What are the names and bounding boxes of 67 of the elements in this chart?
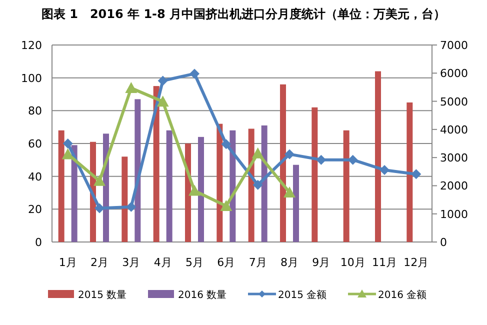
- x-tick-label: 11月: [372, 256, 397, 269]
- x-tick-label: 7月: [248, 256, 267, 269]
- y-tick-label: 120: [21, 39, 42, 52]
- x-tick-label: 4月: [154, 256, 172, 269]
- bar: [71, 145, 78, 242]
- point: [62, 138, 73, 148]
- point: [94, 203, 104, 214]
- x-tick-label: 6月: [217, 256, 236, 269]
- point: [252, 180, 263, 190]
- x-tick-label: 9月: [312, 256, 330, 269]
- y2-tick-label: 3000: [440, 152, 468, 165]
- point: [380, 164, 390, 175]
- bar: [58, 130, 64, 242]
- y2-tick-label: 0: [440, 236, 447, 249]
- x-tick-label: 5月: [186, 256, 204, 269]
- y2-tick-label: 1000: [440, 208, 468, 221]
- chart-title: 图表 1 2016 年 1-8 月中国挤出机进口分月度统计（单位：万美元，台）: [41, 7, 446, 21]
- bar: [153, 86, 160, 242]
- x-tick-label: 12月: [404, 256, 429, 269]
- bar: [375, 71, 381, 242]
- y2-tick-label: 7000: [440, 39, 468, 52]
- bar: [134, 99, 141, 242]
- point: [190, 68, 200, 79]
- bar: [406, 102, 413, 242]
- bar: [280, 84, 286, 242]
- x-tick-label: 8月: [280, 256, 298, 269]
- point: [252, 147, 264, 158]
- legend-label: 2016 金额: [378, 289, 427, 301]
- point: [221, 139, 232, 150]
- bar: [185, 144, 191, 242]
- bar: [122, 156, 128, 242]
- x-tick-label: 10月: [340, 256, 366, 269]
- x-tick-label: 2月: [90, 256, 108, 269]
- y2-tick-label: 6000: [440, 67, 468, 80]
- y-tick-label: 80: [28, 104, 42, 118]
- y2-tick-label: 4000: [440, 123, 468, 136]
- legend-label: 2015 金额: [278, 289, 327, 301]
- y-tick-label: 0: [35, 236, 42, 249]
- point: [94, 174, 106, 186]
- bar: [166, 130, 172, 242]
- point: [188, 184, 200, 196]
- point: [156, 96, 169, 107]
- point: [284, 186, 296, 198]
- point: [158, 76, 168, 86]
- y-tick-label: 100: [21, 72, 42, 85]
- y-tick-label: 60: [28, 138, 42, 150]
- point: [220, 200, 232, 211]
- bar: [198, 136, 204, 242]
- legend-label: 2016 数量: [178, 290, 227, 301]
- y-tick-label: 20: [28, 203, 42, 216]
- point: [126, 202, 136, 212]
- y-tick-label: 40: [28, 170, 42, 184]
- point: [411, 169, 422, 180]
- point: [125, 82, 138, 94]
- bar: [312, 107, 318, 242]
- x-tick-label: 3月: [122, 256, 140, 269]
- point: [348, 154, 358, 165]
- point: [284, 149, 294, 160]
- y2-tick-label: 2000: [440, 180, 468, 193]
- x-tick-label: 1月: [58, 256, 77, 269]
- bar: [216, 124, 223, 242]
- bar: [293, 164, 299, 242]
- y2-tick-label: 5000: [440, 95, 468, 108]
- point: [316, 154, 326, 165]
- legend-label: 2015 数量: [78, 290, 127, 301]
- bar: [343, 130, 350, 242]
- bar: [261, 125, 268, 242]
